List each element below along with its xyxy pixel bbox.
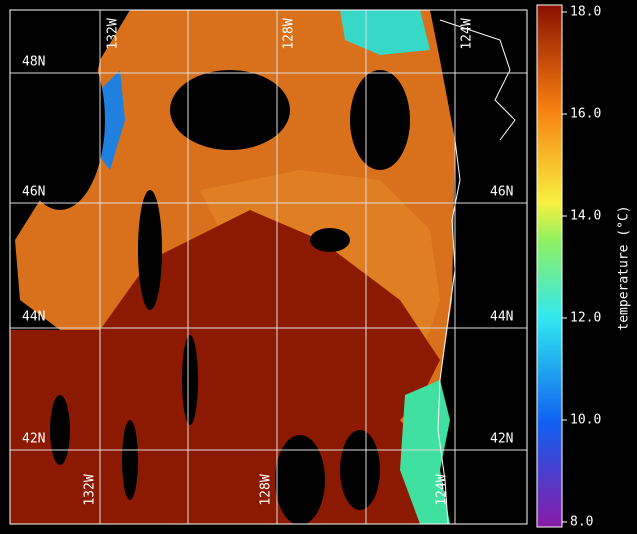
colorbar-tick-label: 12.0	[570, 311, 601, 326]
colorbar-tick-label: 18.0	[570, 5, 601, 20]
lat-label: 46N	[490, 185, 513, 200]
colorbar-ticks: 8.0 10.0 12.0 14.0 16.0 18.0	[562, 5, 601, 530]
lon-label: 132W	[106, 18, 121, 49]
lat-label: 48N	[22, 55, 45, 70]
lat-label: 42N	[22, 432, 45, 447]
lon-label: 128W	[282, 18, 297, 49]
lat-label: 44N	[490, 310, 513, 325]
colorbar	[536, 4, 563, 528]
lat-label: 44N	[22, 310, 45, 325]
colorbar-tick-label: 16.0	[570, 107, 601, 122]
lat-label: 42N	[490, 432, 513, 447]
graticule	[10, 10, 527, 524]
colorbar-tick-label: 8.0	[570, 515, 593, 530]
sst-image	[10, 10, 527, 524]
colorbar-tick-label: 10.0	[570, 413, 601, 428]
lon-label: 132W	[83, 474, 98, 505]
lat-label: 46N	[22, 185, 45, 200]
lon-label: 128W	[259, 474, 274, 505]
lon-label: 124W	[435, 474, 450, 505]
colorbar-label: temperature (°C)	[617, 205, 632, 330]
lon-label: 124W	[460, 18, 475, 49]
colorbar-tick-label: 14.0	[570, 209, 601, 224]
map-frame	[9, 9, 528, 525]
